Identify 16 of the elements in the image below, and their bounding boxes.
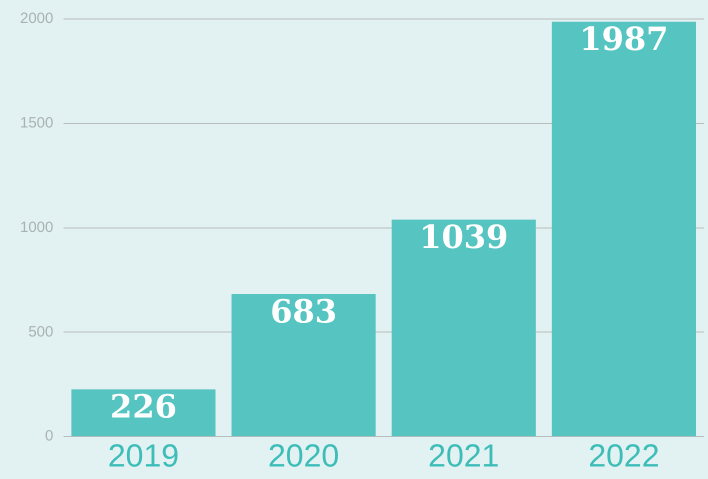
- data-label: 1039: [419, 218, 508, 256]
- bar: [232, 294, 376, 436]
- data-label: 226: [110, 388, 177, 426]
- data-label: 1987: [579, 20, 668, 58]
- y-tick-label: 2000: [20, 10, 54, 28]
- x-tick-label: 2021: [428, 438, 500, 474]
- x-tick-label: 2019: [108, 438, 180, 474]
- y-tick-label: 500: [28, 323, 54, 340]
- data-label: 683: [270, 292, 338, 330]
- x-tick-label: 2022: [588, 438, 660, 474]
- y-tick-label: 1500: [20, 114, 54, 132]
- bar: [552, 22, 696, 436]
- y-tick-label: 0: [45, 428, 54, 445]
- y-tick-label: 1000: [20, 218, 54, 236]
- bar: [392, 220, 536, 436]
- x-tick-label: 2020: [268, 438, 340, 474]
